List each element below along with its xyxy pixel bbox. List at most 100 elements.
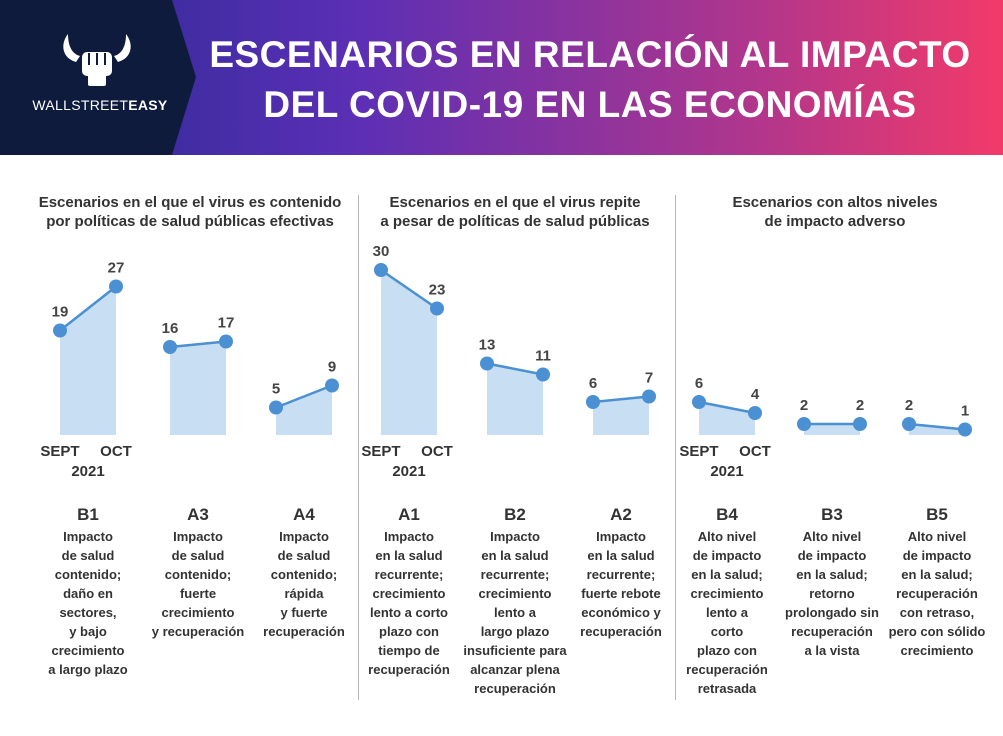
area-a3	[170, 341, 226, 435]
point-a4-1	[325, 378, 339, 393]
point-a1-0	[374, 263, 388, 277]
scenario-description-a2: Impacto en la salud recurrente; fuerte rebo…	[563, 527, 679, 641]
scenario-code-a4: A4	[293, 505, 315, 524]
scenario-description-line: retorno	[809, 586, 855, 601]
scenario-description-line: alcanzar plena	[470, 662, 560, 677]
bull-fist-logo-icon	[63, 34, 131, 86]
scenario-description-line: Impacto	[63, 529, 113, 544]
axis-label-end: OCT	[100, 443, 132, 460]
scenario-description-line: sectores,	[59, 605, 117, 620]
scenario-description-line: de salud	[171, 548, 225, 563]
page-title-line1: ESCENARIOS EN RELACIÓN AL IMPACTO	[209, 34, 971, 75]
scenario-description-line: y bajo	[69, 624, 107, 639]
scenario-description-line: Alto nivel	[697, 529, 757, 544]
scenario-description-line: plazo con	[697, 643, 757, 658]
scenario-description-b5: Alto nivel de impacto en la salud; recupera…	[879, 527, 995, 660]
scenario-description-line: contenido;	[270, 567, 338, 582]
area-a4	[276, 385, 332, 435]
scenario-description-line: en la salud;	[901, 567, 973, 582]
header-banner: WALLSTREETEASY ESCENARIOS EN RELACIÓN AL…	[0, 0, 1003, 155]
area-b5	[909, 424, 965, 435]
data-label-a2-0: 6	[589, 375, 597, 392]
scenario-description-line: en la salud;	[691, 567, 763, 582]
scenario-description-line: recuperación	[263, 624, 345, 639]
brand-name: WALLSTREETEASY	[30, 97, 170, 113]
axis-label-start: SEPT	[361, 443, 400, 460]
scenario-description-line: de impacto	[797, 548, 867, 563]
scenario-code-a3: A3	[187, 505, 209, 524]
line-b5	[908, 422, 966, 431]
data-label-a4-1: 9	[328, 359, 336, 376]
scenario-description-line: Impacto	[490, 529, 540, 544]
scenario-code-b2: B2	[504, 505, 526, 524]
scenario-description-line: crecimiento	[690, 586, 764, 601]
axis-label-start: SEPT	[40, 443, 79, 460]
scenario-description-line: prolongado sin	[785, 605, 879, 620]
point-a2-0	[586, 395, 600, 409]
scenario-description-line: recuperación	[686, 662, 768, 677]
scenario-description-line: crecimiento	[478, 586, 552, 601]
scenario-description-line: en la salud	[375, 548, 443, 563]
scenario-description-line: de impacto	[902, 548, 972, 563]
area-b2	[487, 363, 543, 435]
brand-name-regular: WALLSTREET	[32, 97, 129, 113]
scenario-description-line: lento a corto	[369, 605, 448, 620]
data-label-b5-1: 1	[961, 403, 969, 420]
scenario-code-a2: A2	[610, 505, 632, 524]
scenario-description-a3: Impacto de salud contenido; fuerte crecimien…	[140, 527, 256, 641]
scenario-description-line: Impacto	[279, 529, 329, 544]
point-a2-1	[642, 389, 656, 404]
scenario-description-line: retrasada	[697, 681, 757, 696]
group-divider-1	[358, 195, 359, 700]
scenario-description-line: crecimiento	[372, 586, 446, 601]
scenario-description-line: en la salud;	[796, 567, 868, 582]
point-b4-0	[692, 395, 706, 409]
data-label-a1-0: 30	[373, 243, 390, 260]
axis-label-year: 2021	[71, 463, 104, 480]
scenario-description-a1: Impacto en la salud recurrente; crecimiento…	[351, 527, 467, 679]
group-title-line2: por políticas de salud públicas efectiva…	[46, 213, 334, 230]
data-label-b4-0: 6	[695, 375, 703, 392]
scenario-description-b3: Alto nivel de impacto en la salud; retorno p…	[774, 527, 890, 660]
point-a1-1	[430, 301, 444, 316]
line-a2	[592, 395, 650, 404]
scenario-description-line: crecimiento	[161, 605, 235, 620]
group-title-line2: de impacto adverso	[764, 213, 906, 230]
scenario-description-line: Alto nivel	[907, 529, 967, 544]
area-b1	[60, 286, 116, 435]
point-b5-0	[902, 417, 916, 431]
line-a1	[380, 268, 438, 310]
data-label-b3-0: 2	[800, 397, 808, 414]
scenario-description-line: plazo con	[379, 624, 439, 639]
scenario-description-line: insuficiente para	[463, 643, 567, 658]
data-label-b4-1: 4	[751, 386, 760, 403]
scenario-description-line: y fuerte	[280, 605, 328, 620]
group-title-adverse: Escenarios con altos niveles de impacto …	[665, 193, 1003, 231]
point-b1-1	[109, 279, 123, 294]
data-label-b2-0: 13	[479, 337, 496, 354]
data-label-a2-1: 7	[645, 370, 653, 387]
scenario-description-line: tiempo de	[378, 643, 440, 658]
scenario-description-line: con retraso,	[899, 605, 975, 620]
point-b4-1	[748, 406, 762, 420]
scenario-code-b5: B5	[926, 505, 948, 524]
line-b4	[698, 400, 756, 415]
group-divider-2	[675, 195, 676, 700]
scenario-description-line: fuerte	[179, 586, 217, 601]
scenario-description-line: corto	[710, 624, 744, 639]
point-b5-1	[958, 422, 972, 437]
point-b3-0	[797, 417, 811, 431]
axis-label-start: SEPT	[679, 443, 718, 460]
scenario-code-b3: B3	[821, 505, 843, 524]
scenario-description-line: largo plazo	[480, 624, 550, 639]
group-title-recurrent: Escenarios en el que el virus repite a p…	[345, 193, 685, 231]
scenario-description-line: daño en	[63, 586, 113, 601]
data-label-b5-0: 2	[905, 397, 913, 414]
scenario-description-line: de salud	[277, 548, 331, 563]
page-title: ESCENARIOS EN RELACIÓN AL IMPACTO DEL CO…	[195, 30, 985, 130]
scenario-description-line: de salud	[61, 548, 115, 563]
scenario-description-line: y recuperación	[151, 624, 245, 639]
axis-label-year: 2021	[710, 463, 743, 480]
data-label-b2-1: 11	[535, 348, 551, 365]
